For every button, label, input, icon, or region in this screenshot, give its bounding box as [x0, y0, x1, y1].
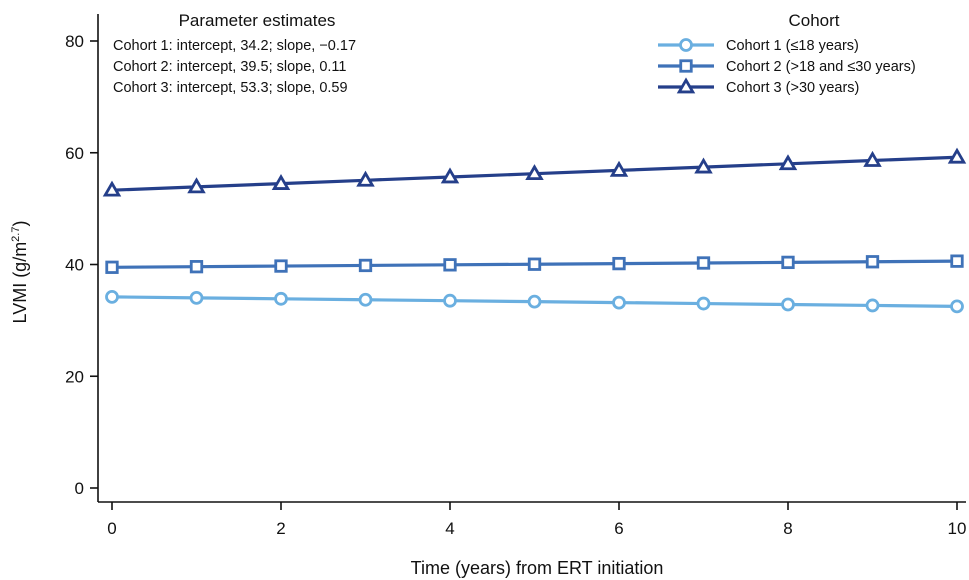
legend-swatch-marker	[679, 59, 693, 73]
y-tick-label: 20	[65, 367, 84, 386]
data-point-cohort-2	[189, 260, 204, 274]
data-point-cohort-3	[947, 147, 967, 164]
parameter-estimates-panel: Parameter estimates Cohort 1: intercept,…	[113, 11, 356, 96]
data-point-cohort-1	[358, 292, 373, 307]
x-tick-label: 0	[107, 519, 116, 538]
x-tick-label: 4	[445, 519, 454, 538]
data-point-cohort-1	[189, 290, 204, 305]
data-point-cohort-3	[271, 173, 291, 190]
series-cohort-2	[105, 254, 964, 274]
data-point-cohort-1	[781, 297, 795, 312]
x-tick-label: 6	[614, 519, 623, 538]
x-axis-ticks: 0 2 4 6 8 10	[107, 502, 966, 538]
data-point-cohort-1	[865, 298, 880, 313]
x-tick-label: 2	[276, 519, 285, 538]
series-cohort-1	[105, 290, 964, 314]
data-point-cohort-2	[358, 258, 373, 273]
data-point-cohort-1	[696, 296, 711, 311]
x-tick-label: 8	[783, 519, 792, 538]
data-point-cohort-1	[105, 290, 119, 304]
y-tick-label: 60	[65, 144, 84, 163]
y-axis-title-superscript: 2.7	[10, 227, 22, 242]
data-point-cohort-3	[525, 164, 544, 181]
y-tick-label: 40	[65, 256, 84, 275]
data-point-cohort-1	[527, 294, 542, 309]
data-point-cohort-3	[440, 167, 460, 184]
data-point-cohort-2	[781, 255, 795, 270]
data-point-cohort-3	[863, 150, 882, 167]
legend-label-cohort-1: Cohort 1 (≤18 years)	[726, 38, 859, 54]
y-axis-title-close: )	[10, 221, 30, 227]
x-axis-title: Time (years) from ERT initiation	[411, 558, 664, 578]
data-point-cohort-2	[696, 256, 711, 270]
data-point-cohort-3	[187, 177, 206, 194]
data-point-cohort-2	[865, 255, 880, 269]
y-axis-title: LVMI (g/m2.7)	[10, 221, 30, 324]
y-axis-ticks: 0 20 40 60 80	[65, 32, 98, 498]
data-point-cohort-3	[102, 180, 122, 197]
data-point-cohort-3	[356, 170, 375, 187]
data-point-cohort-1	[612, 295, 626, 310]
series-layer	[102, 147, 967, 314]
legend: Cohort Cohort 1 (≤18 years) Cohort 2 (>18…	[658, 11, 916, 96]
data-point-cohort-3	[778, 154, 798, 171]
parameter-estimate-line-1: Cohort 1: intercept, 34.2; slope, −0.17	[113, 38, 356, 54]
y-tick-label: 0	[75, 479, 84, 498]
parameter-estimate-line-3: Cohort 3: intercept, 53.3; slope, 0.59	[113, 80, 348, 96]
x-tick-label: 10	[948, 519, 967, 538]
data-point-cohort-1	[274, 291, 288, 306]
series-cohort-3	[102, 147, 967, 197]
legend-entry-cohort-1: Cohort 1 (≤18 years)	[658, 38, 859, 54]
legend-label-cohort-3: Cohort 3 (>30 years)	[726, 80, 859, 96]
legend-entry-cohort-3: Cohort 3 (>30 years)	[658, 77, 859, 96]
parameter-estimate-line-2: Cohort 2: intercept, 39.5; slope, 0.11	[113, 59, 347, 75]
data-point-cohort-2	[443, 258, 457, 272]
data-point-cohort-1	[443, 293, 457, 308]
data-point-cohort-2	[612, 256, 626, 271]
data-point-cohort-2	[950, 254, 964, 268]
data-point-cohort-2	[527, 257, 542, 271]
data-point-cohort-2	[274, 259, 288, 273]
data-point-cohort-2	[105, 260, 119, 274]
data-point-cohort-3	[694, 157, 713, 174]
legend-label-cohort-2: Cohort 2 (>18 and ≤30 years)	[726, 59, 916, 75]
legend-swatch-marker	[679, 38, 693, 52]
legend-swatch-marker	[676, 77, 696, 94]
y-axis-title-main: LVMI (g/m	[10, 242, 30, 324]
legend-entry-cohort-2: Cohort 2 (>18 and ≤30 years)	[658, 59, 916, 75]
parameter-estimates-title: Parameter estimates	[179, 11, 336, 30]
y-tick-label: 80	[65, 32, 84, 51]
data-point-cohort-1	[950, 299, 964, 314]
legend-title: Cohort	[788, 11, 839, 30]
data-point-cohort-3	[609, 160, 629, 177]
